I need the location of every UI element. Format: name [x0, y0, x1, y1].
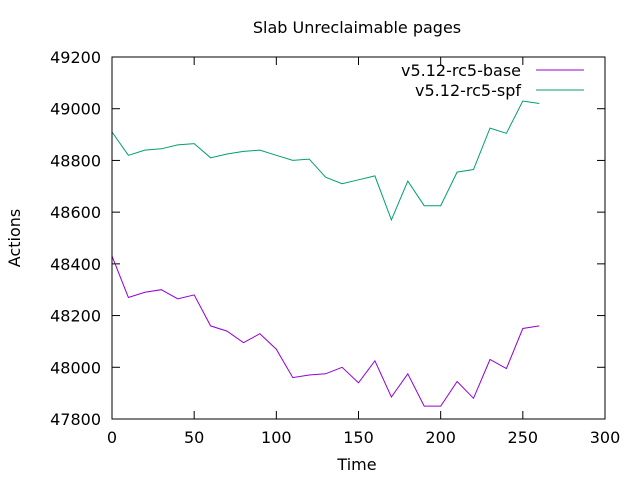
plot-area-border: [111, 56, 606, 420]
y-tick-label: 48800: [50, 151, 101, 170]
x-tick-label: 50: [184, 428, 204, 447]
series-line-v5-12-rc5-base: [111, 255, 540, 407]
y-tick-label: 48000: [50, 358, 101, 377]
x-tick-label: 100: [261, 428, 292, 447]
x-tick-label: 0: [107, 428, 117, 447]
legend-label: v5.12-rc5-spf: [415, 81, 521, 100]
y-tick-label: 47800: [50, 410, 101, 429]
series-lines: [111, 100, 540, 407]
y-tick-label: 48200: [50, 307, 101, 326]
y-tick-label: 49200: [50, 48, 101, 67]
chart-title: Slab Unreclaimable pages: [253, 18, 461, 37]
x-axis-label: Time: [336, 455, 376, 474]
x-tick-label: 250: [508, 428, 539, 447]
x-tick-label: 200: [425, 428, 456, 447]
x-tick-label: 300: [590, 428, 621, 447]
legend-label: v5.12-rc5-base: [401, 61, 521, 80]
y-tick-label: 49000: [50, 100, 101, 119]
y-tick-label: 48400: [50, 255, 101, 274]
axis-ticks: 0 50 100 150 200 250 300 47800 48000 48200 48400 48…: [50, 48, 620, 447]
x-tick-label: 150: [343, 428, 374, 447]
y-tick-label: 48600: [50, 203, 101, 222]
y-axis-label: Actions: [5, 209, 24, 267]
series-line-v5-12-rc5-spf: [111, 100, 540, 222]
